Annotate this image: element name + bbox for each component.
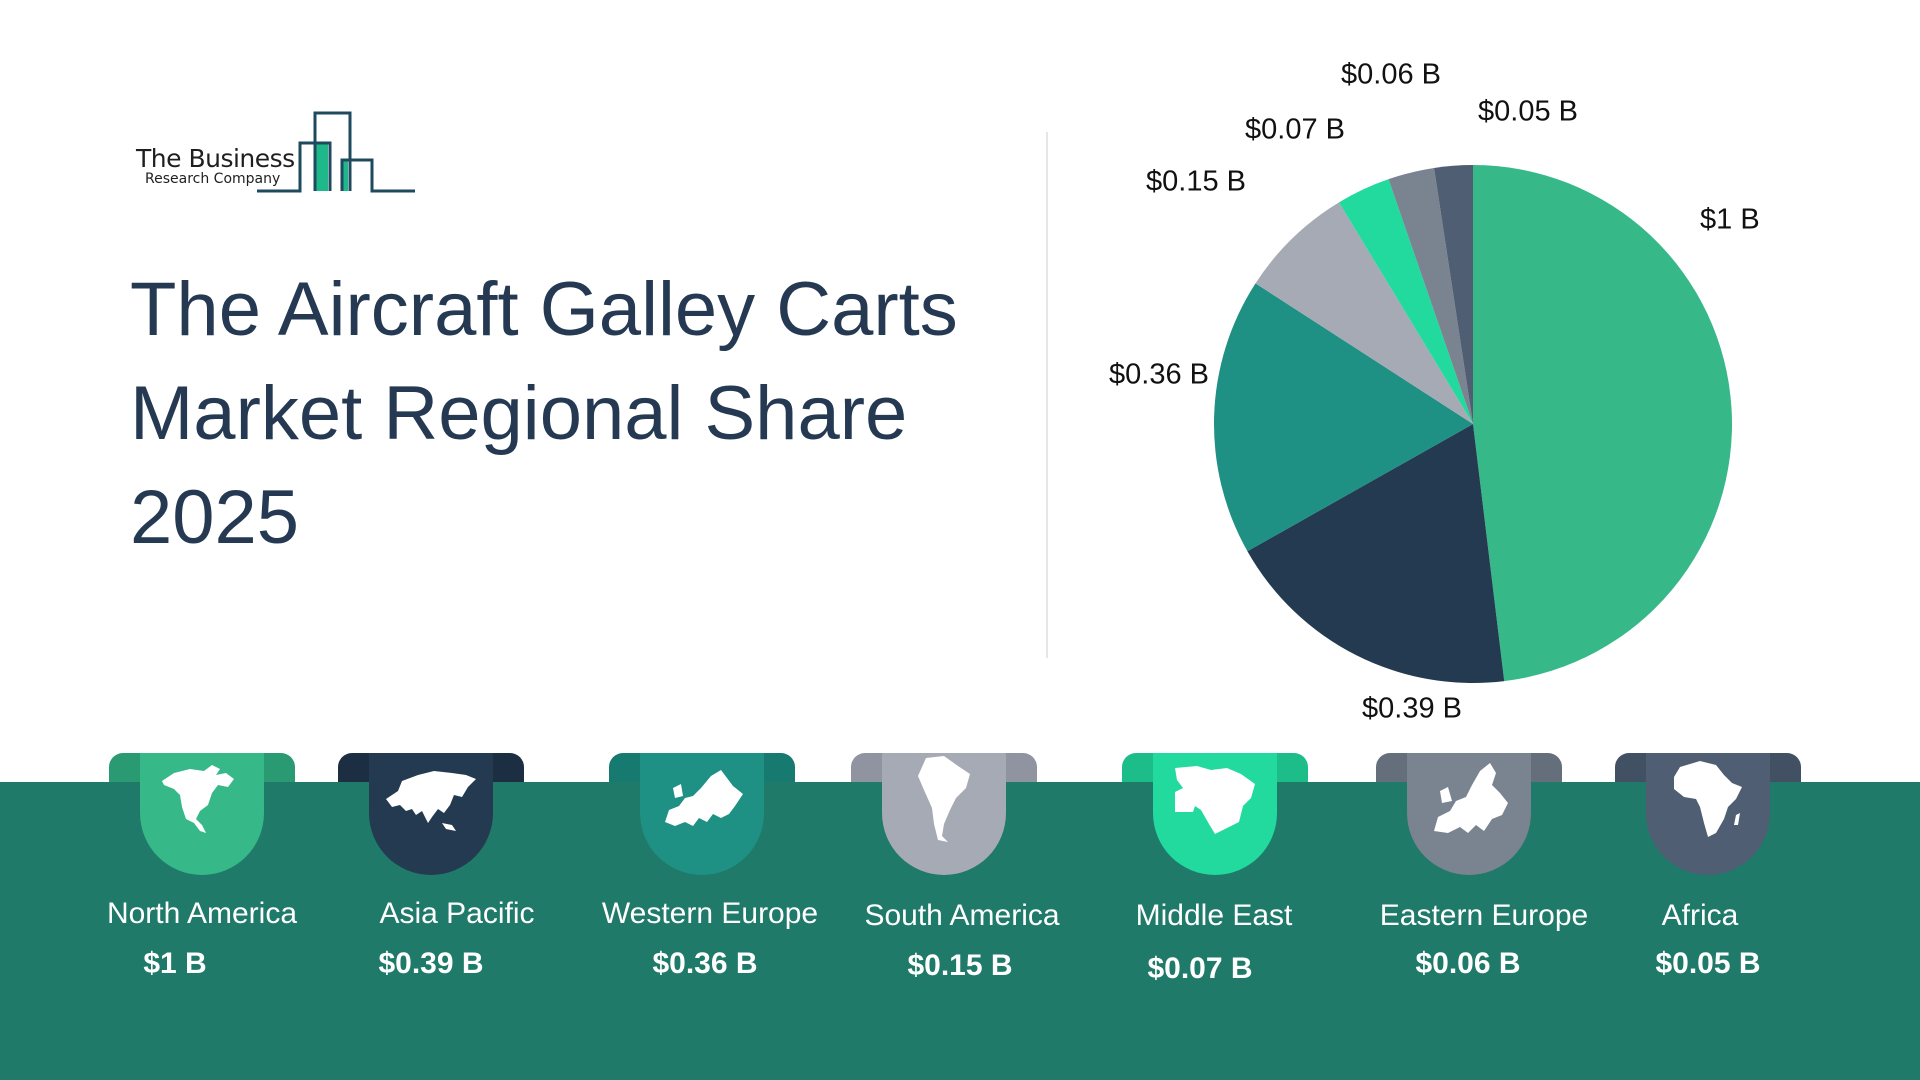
vertical-divider xyxy=(1046,132,1048,658)
region-tab-north-america xyxy=(109,753,295,875)
region-name-middle-east: Middle East xyxy=(1135,899,1293,932)
region-tab-eastern-europe xyxy=(1376,753,1562,875)
pie-slice-eastern-europe xyxy=(1388,167,1473,424)
pie-slice-western-europe xyxy=(1214,283,1473,552)
pie-slice-middle-east xyxy=(1339,179,1473,424)
pie-label-middle-east: $0.07 B xyxy=(1245,113,1345,146)
pie-label-western-europe: $0.36 B xyxy=(1109,358,1209,391)
logo-text-secondary: Research Company xyxy=(145,171,281,187)
logo-text-primary: The Business xyxy=(136,144,295,173)
region-tab-middle-east xyxy=(1122,753,1308,875)
title-line-1: The Aircraft Galley Carts xyxy=(130,267,958,352)
region-tab-asia-pacific xyxy=(338,753,524,875)
pie-slice-asia-pacific xyxy=(1247,424,1505,683)
south-america-map-icon xyxy=(918,756,970,842)
region-tab-south-america xyxy=(851,753,1037,875)
pie-label-north-america: $1 B xyxy=(1700,203,1760,236)
pie-label-south-america: $0.15 B xyxy=(1146,165,1246,198)
page-title: The Aircraft Galley Carts Market Regiona… xyxy=(130,258,1030,570)
company-logo: The Business Research Company xyxy=(120,100,440,200)
region-value-south-america: $0.15 B xyxy=(907,949,1013,982)
region-value-western-europe: $0.36 B xyxy=(652,947,758,980)
europe-map-icon xyxy=(1434,763,1508,833)
north-america-map-icon xyxy=(162,765,234,833)
region-value-eastern-europe: $0.06 B xyxy=(1415,947,1521,980)
pie-slice-africa xyxy=(1434,165,1473,424)
title-line-2: Market Regional Share xyxy=(130,371,908,456)
region-value-north-america: $1 B xyxy=(143,947,207,980)
pie-slice-south-america xyxy=(1255,202,1473,424)
pie-slice-north-america xyxy=(1473,165,1732,682)
region-name-north-america: North America xyxy=(106,897,298,930)
asia-map-icon xyxy=(386,771,476,831)
pie-chart xyxy=(1214,165,1732,683)
title-line-3: 2025 xyxy=(130,475,300,560)
pie-label-asia-pacific: $0.39 B xyxy=(1362,692,1462,725)
region-name-western-europe: Western Europe xyxy=(601,897,819,930)
region-value-africa: $0.05 B xyxy=(1655,947,1761,980)
building-logo-icon xyxy=(257,111,415,193)
region-tab-western-europe xyxy=(609,753,795,875)
europe-map-icon xyxy=(665,770,743,826)
region-tab-africa xyxy=(1615,753,1801,875)
region-name-south-america: South America xyxy=(864,899,1060,932)
pie-label-africa: $0.05 B xyxy=(1478,95,1578,128)
africa-map-icon xyxy=(1674,761,1742,837)
region-name-africa: Africa xyxy=(1661,899,1739,932)
pie-label-eastern-europe: $0.06 B xyxy=(1341,58,1441,91)
region-name-asia-pacific: Asia Pacific xyxy=(379,897,535,930)
region-value-asia-pacific: $0.39 B xyxy=(378,947,484,980)
middle-east-map-icon xyxy=(1175,766,1255,834)
region-value-middle-east: $0.07 B xyxy=(1147,952,1253,985)
region-name-eastern-europe: Eastern Europe xyxy=(1379,899,1589,932)
pie-slices xyxy=(1214,165,1732,683)
